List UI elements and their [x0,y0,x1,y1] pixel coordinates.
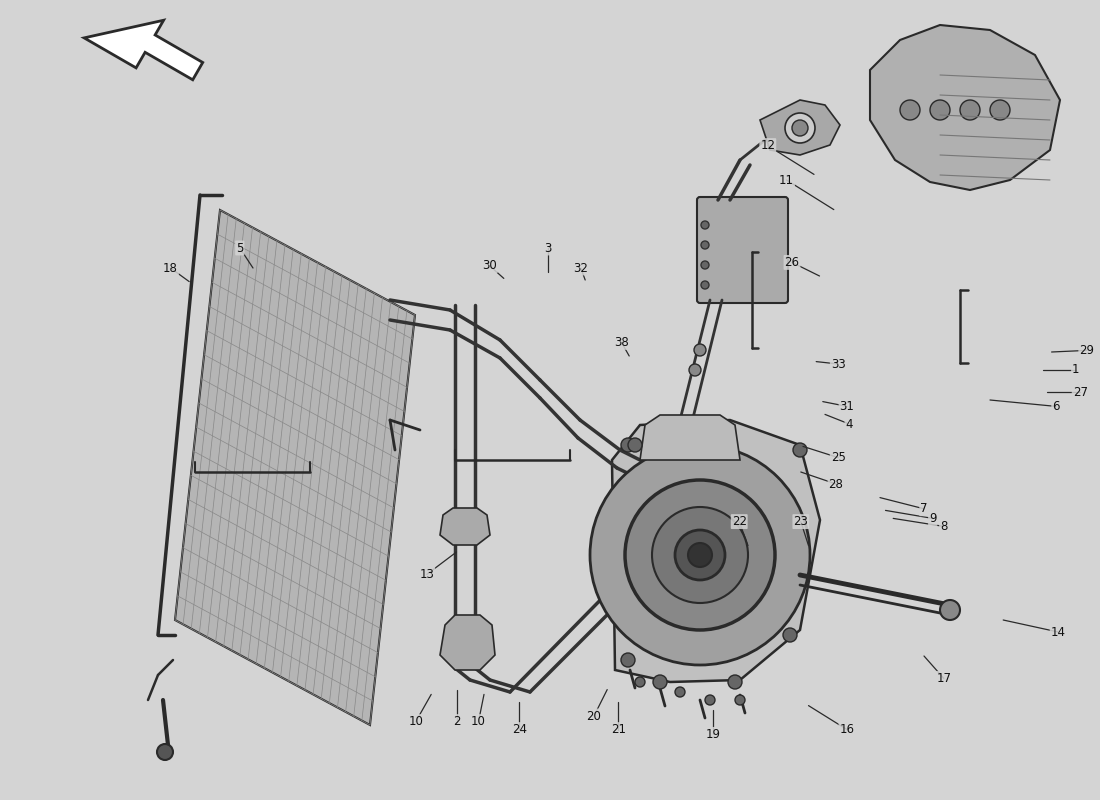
Circle shape [728,675,743,689]
Circle shape [960,100,980,120]
Circle shape [701,241,710,249]
Text: 16: 16 [839,723,855,736]
Circle shape [930,100,950,120]
Circle shape [621,653,635,667]
Text: 1: 1 [1072,363,1079,376]
Text: 6: 6 [1053,400,1059,413]
Circle shape [735,695,745,705]
Text: 7: 7 [921,502,927,515]
Circle shape [157,744,173,760]
Text: 2: 2 [453,715,460,728]
Text: 9: 9 [930,512,936,525]
Circle shape [990,100,1010,120]
Polygon shape [870,25,1060,190]
Circle shape [701,281,710,289]
Circle shape [590,445,810,665]
Circle shape [783,628,798,642]
Text: 5: 5 [236,242,243,254]
Text: 3: 3 [544,242,551,254]
Text: 25: 25 [830,451,846,464]
Text: 21: 21 [610,723,626,736]
Circle shape [701,261,710,269]
Circle shape [900,100,920,120]
Circle shape [793,443,807,457]
Polygon shape [175,210,415,725]
Text: 28: 28 [828,478,844,490]
Circle shape [701,221,710,229]
Polygon shape [440,508,490,545]
Circle shape [653,675,667,689]
Polygon shape [760,100,840,155]
Text: 22: 22 [732,515,747,528]
Text: 38: 38 [614,336,629,349]
Circle shape [628,438,642,452]
Polygon shape [440,615,495,670]
Text: 10: 10 [408,715,424,728]
Text: 17: 17 [936,672,952,685]
Circle shape [675,530,725,580]
Text: 31: 31 [839,400,855,413]
Circle shape [940,600,960,620]
Circle shape [689,364,701,376]
Text: 4: 4 [846,418,852,430]
Polygon shape [84,20,202,80]
Circle shape [705,695,715,705]
Circle shape [652,507,748,603]
Text: 23: 23 [793,515,808,528]
Circle shape [688,543,712,567]
Text: 18: 18 [163,262,178,274]
Text: 30: 30 [482,259,497,272]
Polygon shape [640,415,740,460]
Text: 33: 33 [830,358,846,370]
Circle shape [785,113,815,143]
Text: 26: 26 [784,256,800,269]
Text: 10: 10 [471,715,486,728]
Text: 13: 13 [419,568,435,581]
Circle shape [635,677,645,687]
Polygon shape [612,420,820,682]
Circle shape [675,687,685,697]
Text: 19: 19 [705,728,720,741]
Text: 27: 27 [1072,386,1088,398]
FancyBboxPatch shape [697,197,788,303]
Text: 24: 24 [512,723,527,736]
Circle shape [621,438,635,452]
Text: 8: 8 [940,520,947,533]
Text: 12: 12 [760,139,775,152]
Text: 32: 32 [573,262,588,274]
Text: 11: 11 [779,174,794,186]
Text: 29: 29 [1079,344,1094,357]
Text: 14: 14 [1050,626,1066,638]
Circle shape [625,480,776,630]
Circle shape [694,344,706,356]
Circle shape [792,120,808,136]
Text: 20: 20 [586,710,602,722]
